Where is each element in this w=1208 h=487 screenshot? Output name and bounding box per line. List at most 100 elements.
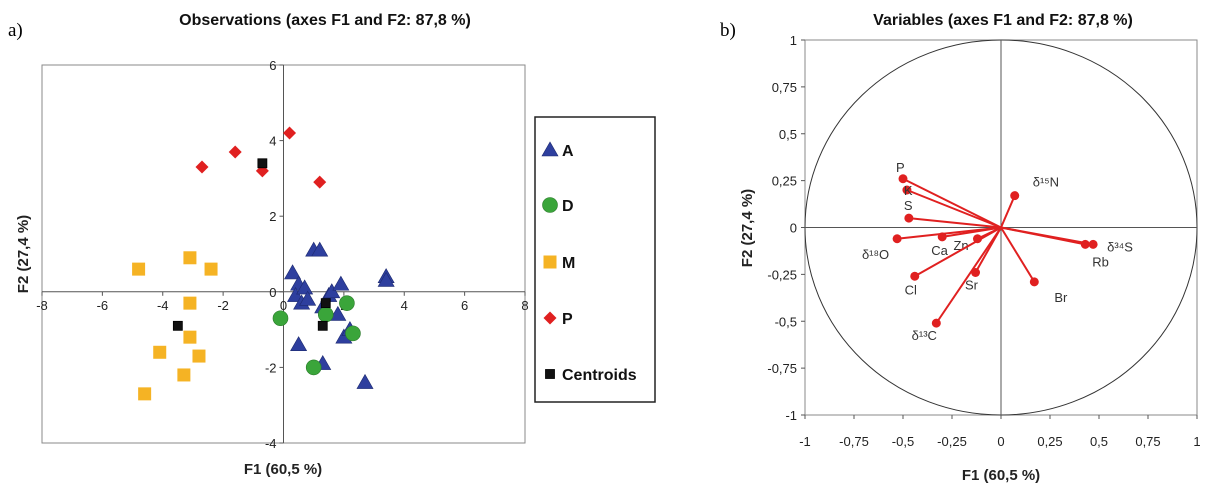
x-tick-label: 0,25 xyxy=(1037,434,1062,449)
x-tick-label: 6 xyxy=(461,298,468,313)
legend-marker-a xyxy=(541,141,559,157)
y-tick-label: 0,25 xyxy=(772,174,797,189)
vector-tip-s xyxy=(1088,239,1098,249)
point-p xyxy=(228,145,242,159)
y-tick-label: -0,5 xyxy=(775,314,797,329)
y-tick-label: 2 xyxy=(269,209,276,224)
point-d xyxy=(317,306,334,323)
y-tick-label: 0,75 xyxy=(772,80,797,95)
x-axis-label-a: F1 (60,5 %) xyxy=(244,461,322,478)
vector-tip-n xyxy=(1010,191,1020,201)
point-centroids xyxy=(257,158,268,169)
vector-tip-s xyxy=(904,213,914,223)
point-m xyxy=(183,296,197,310)
variable-label-n: δ¹⁵N xyxy=(1033,175,1059,190)
y-tick-label: 1 xyxy=(790,33,797,48)
point-p xyxy=(283,126,297,140)
x-tick-label: 8 xyxy=(521,298,528,313)
x-tick-label: -0,75 xyxy=(839,434,869,449)
x-tick-label: -1 xyxy=(799,434,811,449)
x-tick-label: 1 xyxy=(1193,434,1200,449)
y-tick-label: -2 xyxy=(265,360,277,375)
y-tick-label: -0,25 xyxy=(767,267,797,282)
point-m xyxy=(177,368,191,382)
point-a xyxy=(287,286,305,302)
point-a xyxy=(332,275,350,291)
y-axis-label-a: F2 (27,4 %) xyxy=(15,215,32,293)
point-m xyxy=(192,349,206,363)
legend-label-p: P xyxy=(562,311,573,328)
observations-panel: a) Observations (axes F1 and F2: 87,8 %)… xyxy=(8,12,656,478)
x-tick-label: 0,5 xyxy=(1090,434,1108,449)
y-tick-label: -4 xyxy=(265,436,277,451)
legend-label-centroids: Centroids xyxy=(562,367,637,384)
legend-marker-m xyxy=(543,255,557,269)
point-d xyxy=(339,295,355,311)
vector-p xyxy=(902,177,1002,229)
point-m xyxy=(153,345,167,359)
y-axis-label-b: F2 (27,4 %) xyxy=(739,189,756,267)
point-a xyxy=(356,373,374,389)
vector-cl xyxy=(914,226,1002,278)
x-tick-label: -0,25 xyxy=(937,434,967,449)
point-a xyxy=(299,290,317,306)
vector-ca xyxy=(942,226,1002,238)
variable-label-p: P xyxy=(896,160,905,175)
vector-n xyxy=(1000,195,1016,228)
y-tick-label: 0 xyxy=(790,221,797,236)
variable-label-s: S xyxy=(904,198,913,213)
legend-marker-d xyxy=(542,197,558,213)
x-tick-label: 0 xyxy=(997,434,1004,449)
variable-label-c: δ¹³C xyxy=(912,328,937,343)
x-tick-label: -2 xyxy=(217,298,229,313)
vector-tip-o xyxy=(892,234,902,244)
legend-marker-centroids xyxy=(545,369,555,379)
y-tick-labels-a: -4 -2 0 2 4 6 xyxy=(265,58,284,451)
x-tick-labels-a: -8-6-4-202468 xyxy=(36,291,529,313)
point-a xyxy=(284,264,302,280)
chart-title-b: Variables (axes F1 and F2: 87,8 %) xyxy=(873,12,1133,29)
point-a xyxy=(290,336,308,352)
point-a xyxy=(323,283,341,299)
point-m xyxy=(132,262,146,276)
y-tick-label: 0,5 xyxy=(779,127,797,142)
variable-label-cl: Cl xyxy=(905,282,917,297)
vector-s xyxy=(1000,226,1094,246)
point-a xyxy=(329,305,347,321)
panel-label-a: a) xyxy=(8,20,23,41)
point-centroids xyxy=(172,320,183,331)
x-tick-label: 4 xyxy=(401,298,408,313)
y-tick-labels-b: -1 -0,75 -0,5 -0,25 0 0,25 0,5 0,75 1 xyxy=(767,33,805,423)
vector-tip-p xyxy=(898,174,908,184)
legend-marker-p xyxy=(543,311,557,325)
point-m xyxy=(138,387,152,401)
x-tick-label: 0,75 xyxy=(1135,434,1160,449)
point-a xyxy=(311,241,329,257)
legend-label-a: A xyxy=(562,143,574,160)
variable-label-o: δ¹⁸O xyxy=(862,247,889,262)
x-tick-labels-b: -1 -0,75 -0,5 -0,25 0 0,25 0,5 0,75 1 xyxy=(799,415,1201,449)
chart-title-a: Observations (axes F1 and F2: 87,8 %) xyxy=(179,12,471,29)
y-tick-label: 4 xyxy=(269,134,276,149)
point-a xyxy=(377,271,395,287)
point-m xyxy=(204,262,218,276)
point-m xyxy=(183,330,197,344)
variable-label-rb: Rb xyxy=(1092,254,1109,269)
vector-tip-ca xyxy=(937,232,947,242)
vector-k xyxy=(906,189,1002,229)
variable-label-ca: Ca xyxy=(931,243,948,258)
x-tick-label: -6 xyxy=(97,298,109,313)
legend: A D M P Centroids xyxy=(534,116,656,403)
vector-s xyxy=(908,217,1002,229)
y-tick-label: -0,75 xyxy=(767,361,797,376)
panel-label-b: b) xyxy=(720,20,736,41)
vector-tip-cl xyxy=(910,271,920,281)
x-tick-label: 0 xyxy=(280,298,287,313)
observation-points xyxy=(132,126,395,401)
vector-tip-k xyxy=(902,185,912,195)
variable-label-s: δ³⁴S xyxy=(1107,239,1133,254)
y-tick-label: 6 xyxy=(269,58,276,73)
point-a xyxy=(296,279,314,295)
